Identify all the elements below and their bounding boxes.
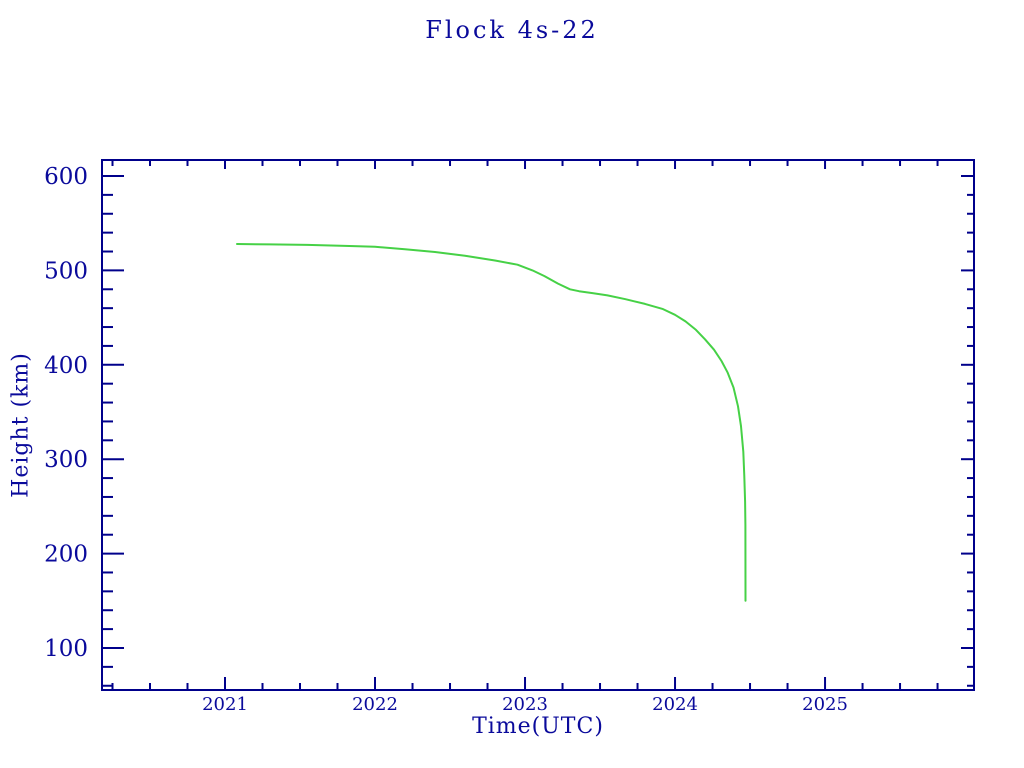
chart-title: Flock 4s-22 <box>425 16 599 44</box>
y-tick-label: 600 <box>44 164 88 190</box>
y-tick-label: 100 <box>44 636 88 662</box>
x-tick-label: 2025 <box>802 694 848 715</box>
y-axis-title: Height (km) <box>8 352 34 498</box>
y-tick-label: 200 <box>44 542 88 568</box>
y-tick-label: 500 <box>44 258 88 284</box>
plot-frame <box>101 159 975 691</box>
x-tick-label: 2022 <box>352 694 398 715</box>
x-tick-label: 2021 <box>202 694 248 715</box>
y-tick-label: 300 <box>44 447 88 473</box>
x-axis-title: Time(UTC) <box>472 714 604 739</box>
x-tick-label: 2024 <box>652 694 698 715</box>
axis-tick-labels: 2021 2022 2023 2024 2025 100 200 300 400 500 600 <box>44 164 848 715</box>
x-tick-label: 2023 <box>502 694 548 715</box>
y-tick-label: 400 <box>44 353 88 379</box>
data-series <box>236 243 747 602</box>
axis-ticks <box>102 160 974 690</box>
height-curve <box>236 243 747 602</box>
